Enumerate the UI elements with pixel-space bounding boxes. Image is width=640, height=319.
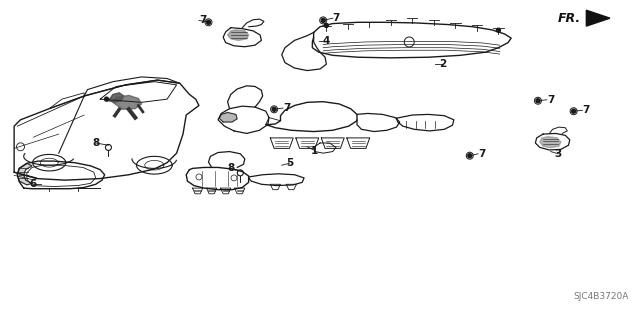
Circle shape bbox=[497, 28, 500, 32]
Text: 1: 1 bbox=[311, 145, 319, 156]
Polygon shape bbox=[113, 95, 141, 109]
Circle shape bbox=[572, 109, 575, 113]
Text: 8: 8 bbox=[92, 138, 99, 148]
Polygon shape bbox=[586, 10, 610, 26]
Text: 7: 7 bbox=[333, 13, 340, 23]
Circle shape bbox=[324, 24, 328, 27]
Polygon shape bbox=[17, 163, 32, 185]
Text: 8: 8 bbox=[227, 163, 234, 174]
Circle shape bbox=[104, 97, 109, 101]
Text: 5: 5 bbox=[286, 158, 293, 168]
Text: 2: 2 bbox=[438, 59, 446, 69]
Text: 7: 7 bbox=[283, 103, 291, 113]
Text: SJC4B3720A: SJC4B3720A bbox=[573, 292, 629, 301]
Text: 7: 7 bbox=[582, 105, 590, 115]
Polygon shape bbox=[540, 137, 561, 148]
Text: 3: 3 bbox=[555, 149, 562, 159]
Text: 7: 7 bbox=[547, 95, 554, 105]
Circle shape bbox=[468, 154, 472, 158]
Polygon shape bbox=[220, 113, 237, 122]
Polygon shape bbox=[108, 93, 124, 102]
Text: FR.: FR. bbox=[558, 12, 581, 25]
Text: 6: 6 bbox=[29, 179, 37, 189]
Text: 4: 4 bbox=[323, 36, 330, 46]
Text: 7: 7 bbox=[199, 15, 206, 26]
Circle shape bbox=[272, 107, 276, 111]
Circle shape bbox=[207, 20, 211, 24]
Text: 7: 7 bbox=[478, 149, 485, 159]
Circle shape bbox=[321, 19, 325, 22]
Polygon shape bbox=[228, 30, 248, 41]
Circle shape bbox=[536, 99, 540, 103]
